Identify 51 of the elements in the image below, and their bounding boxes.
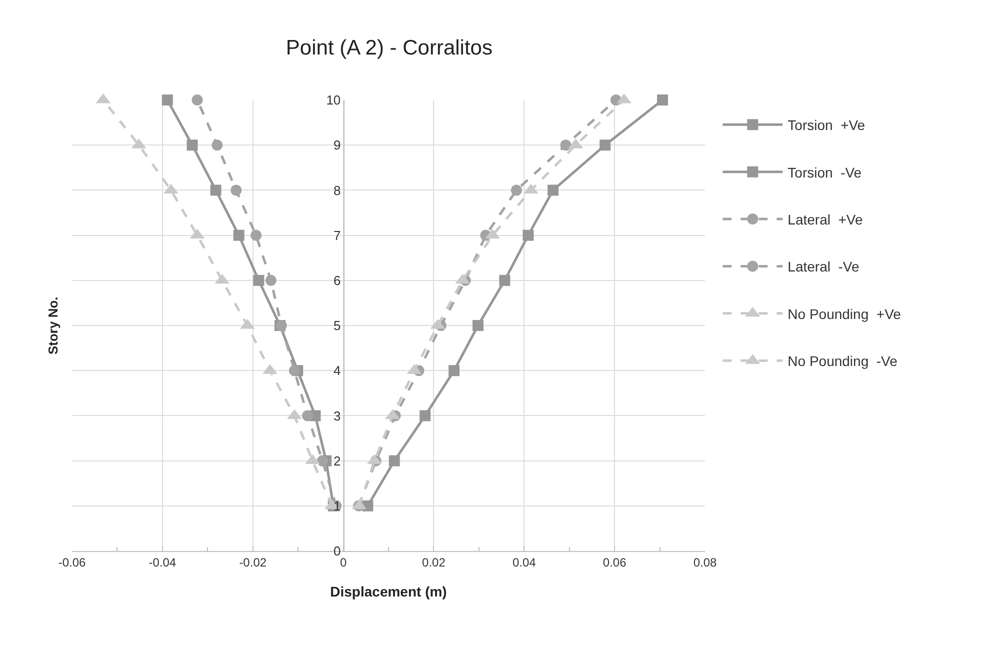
legend-label: Lateral +Ve (788, 211, 863, 228)
point (510, 184, 522, 196)
x-axis-title: Displacement (m) (330, 584, 447, 600)
point (420, 410, 431, 422)
point (230, 184, 242, 196)
point (210, 184, 222, 196)
x-tick-label: 0.04 (512, 555, 536, 570)
y-tick-label: 7 (333, 228, 341, 243)
point (548, 184, 559, 196)
x-tick-label: -0.06 (58, 555, 86, 570)
point (288, 365, 300, 376)
y-tick-label: 4 (333, 363, 341, 378)
x-tick-label: 0.06 (602, 555, 627, 570)
x-tick-label: 0.08 (693, 555, 717, 570)
y-axis-title: Story No. (46, 296, 61, 355)
point (560, 140, 572, 151)
point (265, 274, 276, 286)
y-tick-label: 1 (333, 498, 341, 514)
legend-label: No Pounding -Ve (788, 353, 898, 370)
legend-label: Torsion +Ve (788, 117, 866, 134)
legend-label: Torsion -Ve (788, 164, 862, 180)
y-tick-label: 5 (333, 318, 341, 334)
x-tick-label: -0.04 (148, 555, 176, 570)
y-tick-label: 10 (326, 92, 341, 108)
point (388, 455, 400, 466)
x-tick-label: -0.02 (239, 555, 267, 570)
legend-label: No Pounding +Ve (788, 306, 902, 322)
point (657, 94, 668, 106)
y-tick-label: 9 (333, 138, 341, 153)
point (233, 230, 244, 241)
point (186, 140, 198, 151)
point (472, 320, 484, 331)
legend-label: Lateral -Ve (788, 258, 860, 275)
y-tick-label: 8 (333, 182, 341, 198)
y-tick-label: 3 (333, 408, 341, 424)
point (192, 94, 203, 106)
y-tick-label: 2 (333, 453, 341, 468)
y-tick-label: 0 (333, 544, 341, 559)
point (448, 365, 460, 376)
chart-title: Point (A 2) - Corralitos (286, 36, 493, 60)
point (522, 230, 534, 241)
point (250, 230, 262, 241)
point (316, 455, 328, 466)
y-tick-label: 6 (333, 272, 341, 288)
x-tick-label: 0.02 (422, 555, 446, 570)
point (253, 274, 264, 286)
point (600, 140, 611, 151)
point (212, 140, 223, 151)
point (162, 94, 173, 106)
point (302, 410, 314, 422)
point (499, 274, 510, 286)
